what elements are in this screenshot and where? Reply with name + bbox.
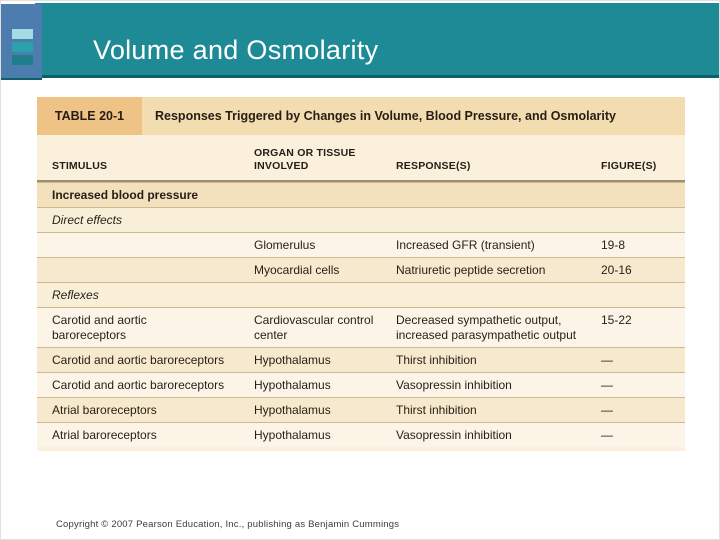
cell-organ: Cardiovascular control center: [254, 313, 374, 342]
cell-figure: —: [601, 403, 613, 417]
cell-organ: Hypothalamus: [254, 428, 331, 442]
table-title: Responses Triggered by Changes in Volume…: [155, 109, 616, 123]
cell-figure: 15-22: [601, 313, 632, 327]
cell-figure: —: [601, 353, 613, 367]
table-label: TABLE 20-1: [37, 97, 142, 135]
table-row: Myocardial cells Natriuretic peptide secr…: [37, 257, 685, 282]
logo-bar-mid-icon: [12, 42, 33, 52]
table-row: Atrial baroreceptors Hypothalamus Thirst i…: [37, 397, 685, 422]
title-band: Volume and Osmolarity: [35, 3, 719, 78]
slide-logo: [1, 4, 42, 80]
column-header-organ: ORGAN OR TISSUE INVOLVED: [254, 147, 356, 172]
table-row: Carotid and aortic baroreceptors Hypothal…: [37, 347, 685, 372]
table-header-row: STIMULUS ORGAN OR TISSUE INVOLVED RESPON…: [37, 135, 685, 182]
table-row: Glomerulus Increased GFR (transient) 19-8: [37, 232, 685, 257]
cell-figure: [601, 213, 685, 228]
cell-response: [396, 188, 601, 203]
cell-response: Vasopressin inhibition: [396, 378, 512, 392]
column-header-figure: FIGURE(S): [601, 160, 657, 172]
cell-organ: Glomerulus: [254, 238, 316, 252]
cell-organ: [254, 288, 396, 303]
cell-response: Thirst inhibition: [396, 353, 477, 367]
table-titlebar: TABLE 20-1 Responses Triggered by Change…: [37, 97, 685, 135]
cell-organ: Myocardial cells: [254, 263, 340, 277]
table-row: Increased blood pressure: [37, 182, 685, 207]
cell-stimulus: Atrial baroreceptors: [52, 428, 157, 442]
cell-figure: 20-16: [601, 263, 632, 277]
copyright-text: Copyright © 2007 Pearson Education, Inc.…: [56, 519, 400, 530]
cell-response: [396, 288, 601, 303]
cell-stimulus: Direct effects: [52, 213, 123, 227]
logo-bar-dark-icon: [12, 55, 33, 65]
cell-figure: 19-8: [601, 238, 626, 252]
cell-stimulus: Carotid and aortic baroreceptors: [52, 353, 225, 367]
table-row: Reflexes: [37, 282, 685, 307]
cell-stimulus: Reflexes: [52, 288, 99, 302]
cell-response: Decreased sympathetic output, increased p…: [396, 313, 577, 342]
cell-figure: —: [601, 378, 613, 392]
cell-organ: Hypothalamus: [254, 353, 331, 367]
column-header-response: RESPONSE(S): [396, 160, 471, 172]
slide-title: Volume and Osmolarity: [93, 35, 379, 65]
cell-organ: [254, 188, 396, 203]
cell-organ: Hypothalamus: [254, 378, 331, 392]
cell-stimulus: [37, 263, 254, 278]
cell-stimulus: Increased blood pressure: [52, 188, 199, 202]
cell-response: Thirst inhibition: [396, 403, 477, 417]
table-row: Atrial baroreceptors Hypothalamus Vasopres…: [37, 422, 685, 447]
table-row: Carotid and aortic baroreceptors Hypothal…: [37, 372, 685, 397]
cell-stimulus: Atrial baroreceptors: [52, 403, 157, 417]
cell-response: [396, 213, 601, 228]
cell-organ: Hypothalamus: [254, 403, 331, 417]
table-body: Increased blood pressure Direct effects Gl…: [37, 182, 685, 447]
cell-stimulus: Carotid and aortic baroreceptors: [52, 313, 147, 342]
cell-response: Increased GFR (transient): [396, 238, 535, 252]
table-row: Carotid and aortic baroreceptors Cardiovas…: [37, 307, 685, 347]
logo-bar-light-icon: [12, 29, 33, 39]
cell-figure: —: [601, 428, 613, 442]
cell-figure: [601, 288, 685, 303]
cell-stimulus: [37, 238, 254, 253]
column-header-stimulus: STIMULUS: [52, 160, 108, 172]
responses-table: TABLE 20-1 Responses Triggered by Change…: [37, 97, 685, 451]
cell-stimulus: Carotid and aortic baroreceptors: [52, 378, 225, 392]
cell-organ: [254, 213, 396, 228]
cell-response: Natriuretic peptide secretion: [396, 263, 546, 277]
cell-figure: [601, 188, 685, 203]
table-row: Direct effects: [37, 207, 685, 232]
cell-response: Vasopressin inhibition: [396, 428, 512, 442]
